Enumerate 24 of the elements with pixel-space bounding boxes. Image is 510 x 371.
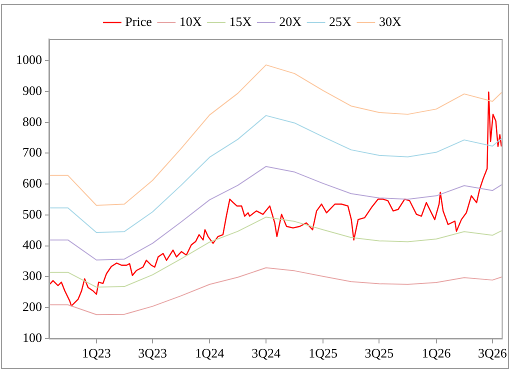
y-tick-label: 900 — [22, 82, 42, 98]
y-tick-label: 1000 — [16, 52, 42, 68]
x-tick-label: 1Q26 — [422, 346, 452, 361]
y-tick-label: 400 — [22, 237, 42, 252]
x-tick-label: 3Q24 — [252, 346, 281, 361]
y-tick-label: 700 — [22, 144, 42, 160]
y-tick-label: 600 — [22, 175, 42, 190]
legend-label: Price — [125, 14, 152, 29]
legend-label: 15X — [229, 14, 252, 29]
legend-label: 30X — [378, 14, 402, 29]
x-tick-label: 1Q24 — [195, 346, 225, 361]
y-tick-label: 500 — [22, 206, 42, 222]
x-tick-label: 1Q23 — [82, 346, 111, 361]
x-tick-label: 3Q25 — [364, 346, 394, 361]
x-tick-label: 1Q25 — [308, 346, 338, 361]
y-tick-label: 100 — [22, 330, 42, 345]
x-tick-label: 3Q26 — [478, 346, 508, 361]
legend-label: 20X — [279, 14, 302, 29]
x-tick-label: 3Q23 — [138, 346, 168, 361]
y-tick-label: 800 — [22, 114, 42, 129]
y-tick-label: 200 — [22, 298, 42, 314]
legend-label: 10X — [179, 14, 202, 29]
y-tick-label: 300 — [22, 268, 42, 284]
legend-label: 25X — [329, 14, 352, 29]
